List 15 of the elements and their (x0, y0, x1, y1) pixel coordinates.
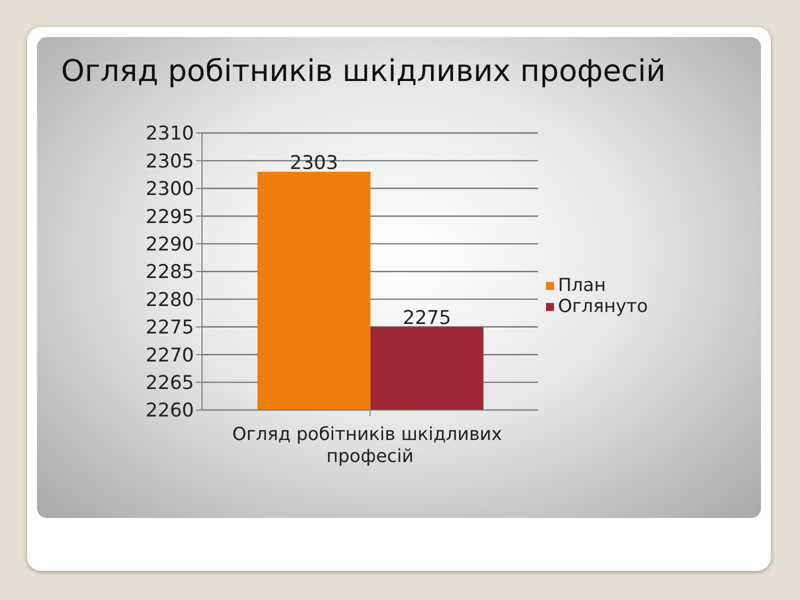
y-tick-label: 2265 (146, 372, 194, 394)
y-tick-label: 2270 (146, 344, 194, 366)
y-tick-label: 2280 (146, 288, 194, 311)
y-tick-label: 2285 (146, 261, 194, 284)
y-tick-label: 2305 (146, 150, 194, 172)
data-label: 2275 (402, 306, 452, 329)
y-tick-label: 2290 (146, 234, 194, 256)
legend-label: Оглянуто (558, 296, 648, 317)
y-tick-label: 2300 (146, 178, 194, 200)
legend-label: План (558, 275, 606, 296)
y-tick-label: 2295 (146, 206, 194, 228)
y-tick-label: 2260 (146, 400, 194, 422)
y-tick-label: 2310 (146, 122, 194, 145)
y-tick-label: 2275 (146, 316, 194, 339)
text: Огляд робітників шкідливих професій (232, 424, 508, 468)
